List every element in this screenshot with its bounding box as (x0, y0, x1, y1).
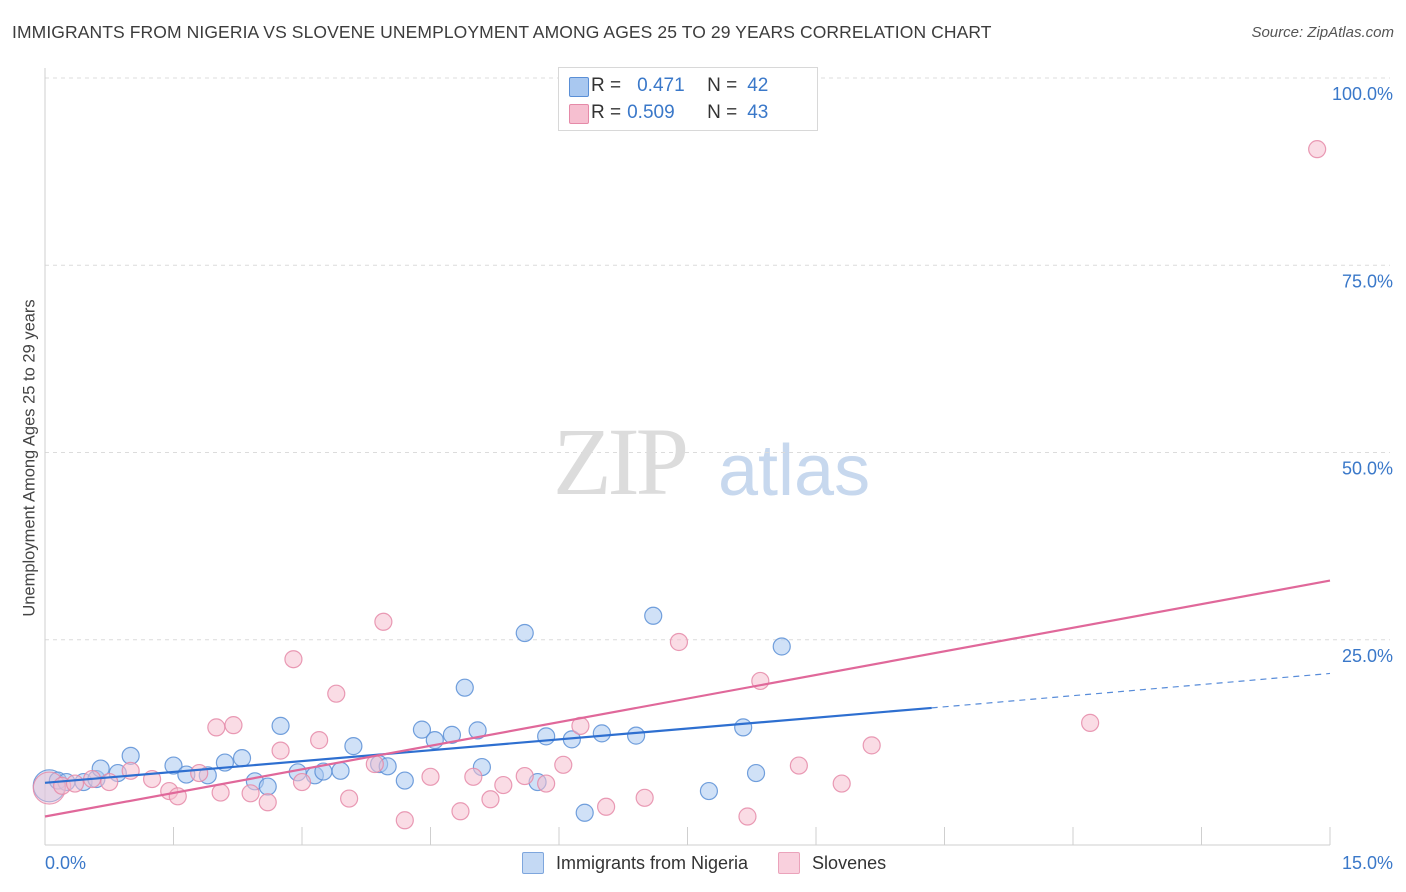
slovenes-point (789, 756, 808, 775)
nigeria-point (699, 781, 719, 801)
slovenes-point (374, 612, 393, 631)
slovenes-point (832, 774, 851, 793)
legend-swatch-blue (569, 77, 589, 97)
nigeria-point (734, 718, 753, 737)
legend-item-slovenes: Slovenes (778, 852, 886, 874)
nigeria-point (592, 724, 611, 743)
slovenes-point (1308, 140, 1327, 159)
series-legend: Immigrants from Nigeria Slovenes (522, 852, 916, 874)
nigeria-point (258, 777, 277, 796)
x-tick-label: 15.0% (1342, 853, 1393, 873)
legend-label-slovenes: Slovenes (812, 852, 887, 873)
source-note: Source: ZipAtlas.com (1251, 24, 1394, 41)
slovenes-point (310, 731, 329, 750)
nigeria-trend-line (44, 706, 932, 784)
chart-title: IMMIGRANTS FROM NIGERIA VS SLOVENE UNEMP… (12, 22, 992, 42)
slovenes-point (451, 802, 470, 821)
legend-r-value: 0.509 (627, 102, 675, 123)
legend-r-label: R = (591, 102, 622, 123)
slovenes-point (65, 774, 85, 793)
nigeria-point (746, 763, 766, 783)
y-tick-label: 100.0% (1332, 84, 1393, 104)
y-tick-label: 75.0% (1342, 271, 1393, 291)
watermark-zip: ZIP (553, 408, 689, 515)
slovenes-trend-line (44, 579, 1331, 818)
slovenes-point (327, 684, 346, 703)
nigeria-point (271, 716, 290, 735)
nigeria-point (412, 720, 432, 739)
slovenes-point (494, 775, 513, 795)
nigeria-point (626, 726, 646, 745)
watermark-atlas: atlas (718, 431, 871, 511)
slovenes-point (481, 790, 500, 809)
y-tick-label: 50.0% (1342, 459, 1393, 479)
legend-swatch-blue (522, 852, 544, 874)
legend-r-label: R = (591, 75, 622, 96)
nigeria-point (395, 771, 414, 790)
slovenes-point (738, 807, 757, 826)
legend-n-value: 42 (747, 75, 769, 96)
nigeria-point (468, 721, 487, 740)
slovenes-point (669, 632, 689, 652)
slovenes-point (211, 783, 230, 802)
legend-row-nigeria: R = 0.471 N = 42 (569, 74, 769, 98)
slovenes-point (395, 811, 414, 830)
nigeria-point (164, 756, 183, 775)
nigeria-point (344, 737, 363, 756)
correlation-legend: R = 0.471 N = 42 R = 0.509 N = 43 (558, 67, 818, 131)
nigeria-point (455, 678, 474, 697)
slovenes-point (284, 650, 303, 669)
legend-r-value: 0.471 (637, 75, 685, 96)
nigeria-trend-extension (931, 672, 1331, 709)
slovenes-point (464, 767, 483, 786)
slovenes-point (190, 763, 209, 783)
slovenes-point (241, 784, 260, 803)
legend-n-label: N = (707, 102, 738, 123)
legend-swatch-pink (569, 104, 589, 124)
nigeria-point (515, 623, 534, 643)
slovenes-point (258, 793, 277, 812)
slovenes-point (537, 774, 556, 793)
slovenes-point (421, 767, 440, 786)
slovenes-point (554, 755, 573, 774)
legend-label-nigeria: Immigrants from Nigeria (556, 852, 749, 873)
y-tick-label: 25.0% (1342, 646, 1393, 666)
legend-n-label: N = (707, 75, 738, 96)
nigeria-point (331, 761, 350, 780)
slovenes-point (515, 766, 534, 786)
slovenes-point (224, 716, 243, 735)
slovenes-point (292, 772, 312, 792)
nigeria-point (575, 803, 594, 822)
slovenes-point (340, 789, 359, 808)
legend-row-slovenes: R = 0.509 N = 43 (569, 101, 769, 125)
nigeria-point (232, 748, 252, 768)
slovenes-point (271, 741, 290, 760)
legend-n-value: 43 (747, 102, 769, 123)
nigeria-point (772, 637, 791, 656)
nigeria-point (537, 727, 556, 746)
slovenes-point (1081, 713, 1100, 732)
slovenes-point (862, 736, 881, 755)
slovenes-point (207, 718, 226, 737)
nigeria-point (644, 606, 663, 625)
slovenes-point (597, 797, 616, 816)
legend-swatch-pink (778, 852, 801, 874)
legend-item-nigeria: Immigrants from Nigeria (522, 852, 748, 874)
nigeria-point (442, 725, 462, 744)
x-tick-label: 0.0% (45, 853, 86, 873)
slovenes-point (635, 788, 654, 807)
